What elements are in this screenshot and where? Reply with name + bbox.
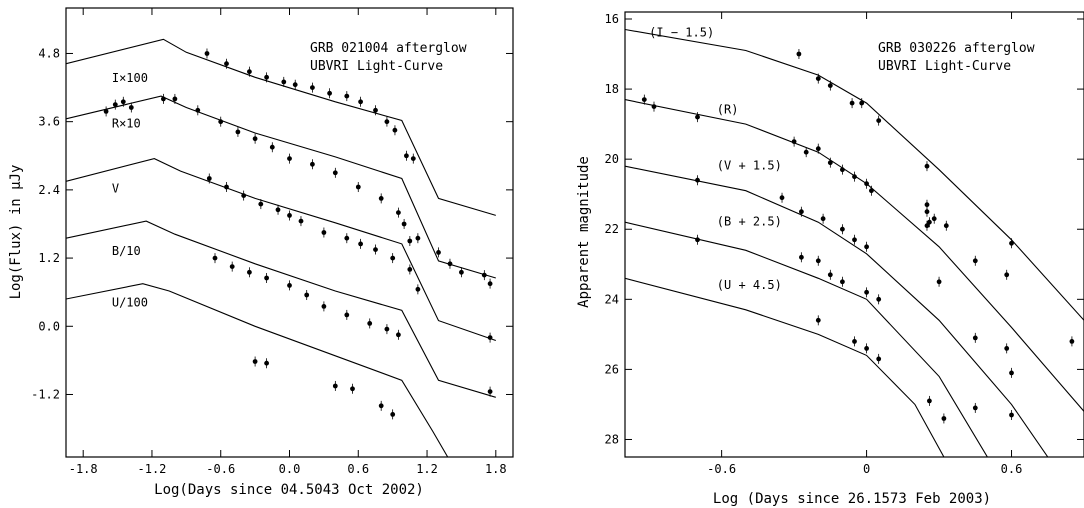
left-series-labels: I×100 R×10 V B/10 U/100: [112, 71, 148, 310]
left-axis-ticks: -1.8 -1.2 -0.6 0.0 0.6 1.2 1.8 -1.2 0.0 1.2 2.4 3.6…: [31, 8, 513, 476]
left-y-axis-label: Log(Flux) in μJy: [8, 165, 24, 300]
x-tick-label: -0.6: [206, 462, 235, 476]
left-data-points: [103, 48, 493, 420]
x-tick-label: 1.2: [416, 462, 438, 476]
right-chart-subtitle: UBVRI Light-Curve: [878, 59, 1011, 74]
right-chart-title: GRB 030226 afterglow: [878, 41, 1035, 56]
x-tick-label: 0: [863, 462, 870, 476]
x-tick-label: -0.6: [707, 462, 736, 476]
model-curve-series-2: [625, 165, 1049, 457]
y-tick-label: 18: [605, 82, 619, 96]
series-label: R×10: [112, 116, 141, 130]
x-tick-label: 0.6: [1001, 462, 1023, 476]
y-tick-label: 1.2: [38, 251, 60, 265]
model-curve-series-3: [66, 220, 496, 398]
right-x-axis-label: Log (Days since 26.1573 Feb 2003): [713, 491, 991, 507]
y-tick-label: 22: [605, 222, 619, 236]
y-tick-label: -1.2: [31, 387, 60, 401]
series-label: U/100: [112, 295, 148, 309]
model-curve-series-3: [625, 221, 988, 457]
y-tick-label: 20: [605, 152, 619, 166]
y-tick-label: 24: [605, 292, 619, 306]
model-curve-series-1: [625, 99, 1084, 412]
series-label: I×100: [112, 71, 148, 85]
left-chart-subtitle: UBVRI Light-Curve: [310, 59, 443, 74]
y-tick-label: 0.0: [38, 319, 60, 333]
series-label: (V + 1.5): [717, 159, 782, 173]
right-axis-ticks: -0.6 0 0.6 16 18 20 22 24 26 28: [605, 12, 1084, 476]
y-tick-label: 26: [605, 362, 619, 376]
x-tick-label: 0.0: [279, 462, 301, 476]
x-tick-label: -1.8: [69, 462, 98, 476]
y-tick-label: 28: [605, 432, 619, 446]
x-tick-label: 0.6: [347, 462, 369, 476]
model-curve-series-4: [66, 283, 449, 457]
right-y-axis-label: Apparent magnitude: [576, 156, 592, 308]
left-chart-panel: -1.8 -1.2 -0.6 0.0 0.6 1.2 1.8 -1.2 0.0 1.2 2.4 3.6…: [8, 7, 514, 498]
series-label: (U + 4.5): [717, 278, 782, 292]
series-label: V: [112, 182, 119, 196]
x-tick-label: 1.8: [485, 462, 507, 476]
right-chart-panel: -0.6 0 0.6 16 18 20 22 24 26 28 (I − 1.5) (R) (V + …: [576, 11, 1084, 507]
model-curve-series-4: [625, 277, 945, 457]
y-tick-label: 4.8: [38, 46, 60, 60]
series-label: B/10: [112, 244, 141, 258]
right-data-points: [641, 49, 1075, 424]
y-tick-label: 2.4: [38, 183, 60, 197]
right-series-labels: (I − 1.5) (R) (V + 1.5) (B + 2.5) (U + 4.5): [649, 26, 782, 292]
x-tick-label: -1.2: [138, 462, 167, 476]
series-label: (I − 1.5): [649, 26, 714, 40]
y-tick-label: 16: [605, 12, 619, 26]
left-chart-title: GRB 021004 afterglow: [310, 41, 467, 56]
series-label: (R): [717, 103, 739, 117]
y-tick-label: 3.6: [38, 115, 60, 129]
left-x-axis-label: Log(Days since 04.5043 Oct 2002): [154, 482, 424, 498]
series-label: (B + 2.5): [717, 215, 782, 229]
right-plot-frame: [624, 11, 1084, 458]
model-curve-series-2: [66, 158, 496, 342]
